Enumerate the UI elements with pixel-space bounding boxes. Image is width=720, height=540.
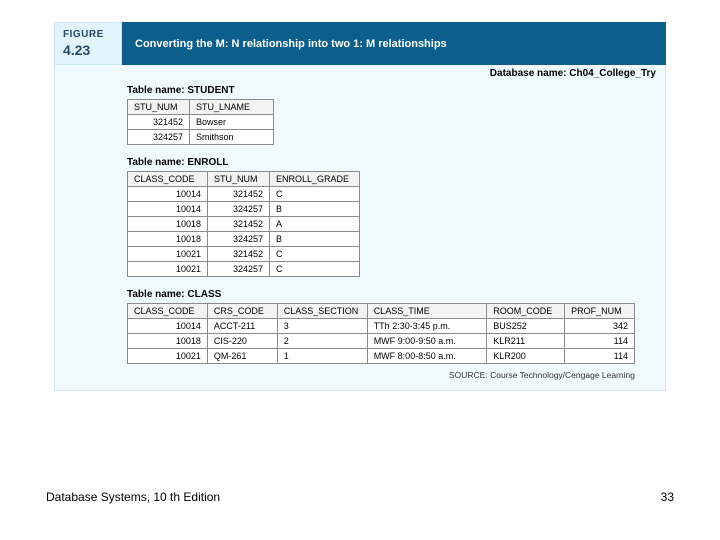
cell: C bbox=[270, 247, 360, 262]
figure-source: SOURCE: Course Technology/Cengage Learni… bbox=[127, 370, 635, 380]
class-col-3: CLASS_TIME bbox=[367, 304, 487, 319]
figure-title: Converting the M: N relationship into tw… bbox=[135, 38, 447, 50]
figure-header-left: FIGURE 4.23 bbox=[54, 22, 122, 65]
slide: FIGURE 4.23 Converting the M: N relation… bbox=[0, 0, 720, 540]
student-caption-name: STUDENT bbox=[187, 85, 234, 96]
cell: C bbox=[270, 262, 360, 277]
cell: MWF 8:00-8:50 a.m. bbox=[367, 349, 487, 364]
student-caption-prefix: Table name: bbox=[127, 85, 185, 96]
table-row: 10021 QM-261 1 MWF 8:00-8:50 a.m. KLR200… bbox=[128, 349, 635, 364]
cell: 324257 bbox=[208, 232, 270, 247]
cell: 324257 bbox=[208, 202, 270, 217]
cell: 324257 bbox=[208, 262, 270, 277]
class-table: CLASS_CODE CRS_CODE CLASS_SECTION CLASS_… bbox=[127, 303, 635, 364]
cell: Smithson bbox=[190, 130, 274, 145]
table-row: 10014 ACCT-211 3 TTh 2:30-3:45 p.m. BUS2… bbox=[128, 319, 635, 334]
enroll-table: CLASS_CODE STU_NUM ENROLL_GRADE 10014321… bbox=[127, 171, 360, 277]
cell: 321452 bbox=[208, 217, 270, 232]
student-col-1: STU_LNAME bbox=[190, 100, 274, 115]
cell: TTh 2:30-3:45 p.m. bbox=[367, 319, 487, 334]
class-caption-name: CLASS bbox=[187, 289, 221, 300]
cell: 114 bbox=[565, 334, 635, 349]
cell: 2 bbox=[277, 334, 367, 349]
cell: B bbox=[270, 202, 360, 217]
cell: KLR200 bbox=[487, 349, 565, 364]
cell: QM-261 bbox=[207, 349, 277, 364]
table-row: 10014321452C bbox=[128, 187, 360, 202]
db-label-prefix: Database name: bbox=[490, 68, 567, 79]
cell: 10021 bbox=[128, 247, 208, 262]
figure-number: 4.23 bbox=[63, 42, 113, 58]
figure-label-word: FIGURE bbox=[63, 29, 113, 40]
cell: Bowser bbox=[190, 115, 274, 130]
class-col-5: PROF_NUM bbox=[565, 304, 635, 319]
enroll-col-1: STU_NUM bbox=[208, 172, 270, 187]
table-row: 10018 CIS-220 2 MWF 9:00-9:50 a.m. KLR21… bbox=[128, 334, 635, 349]
cell: C bbox=[270, 187, 360, 202]
slide-footer: Database Systems, 10 th Edition 33 bbox=[46, 490, 674, 504]
cell: BUS252 bbox=[487, 319, 565, 334]
cell: 10014 bbox=[128, 202, 208, 217]
table-row: 10018324257B bbox=[128, 232, 360, 247]
database-name-label: Database name: Ch04_College_Try bbox=[490, 68, 656, 79]
cell: 10014 bbox=[128, 319, 208, 334]
footer-left: Database Systems, 10 th Edition bbox=[46, 490, 220, 504]
cell: 10021 bbox=[128, 262, 208, 277]
cell: KLR211 bbox=[487, 334, 565, 349]
figure-header: FIGURE 4.23 Converting the M: N relation… bbox=[54, 22, 666, 65]
cell: 10018 bbox=[128, 232, 208, 247]
cell: 321452 bbox=[128, 115, 190, 130]
enroll-col-0: CLASS_CODE bbox=[128, 172, 208, 187]
class-col-0: CLASS_CODE bbox=[128, 304, 208, 319]
cell: B bbox=[270, 232, 360, 247]
cell: 10014 bbox=[128, 187, 208, 202]
student-table: STU_NUM STU_LNAME 321452 Bowser 324257 S… bbox=[127, 99, 274, 145]
cell: CIS-220 bbox=[207, 334, 277, 349]
enroll-caption-name: ENROLL bbox=[187, 157, 228, 168]
cell: 10018 bbox=[128, 334, 208, 349]
cell: 10018 bbox=[128, 217, 208, 232]
cell: 3 bbox=[277, 319, 367, 334]
class-col-1: CRS_CODE bbox=[207, 304, 277, 319]
cell: 321452 bbox=[208, 187, 270, 202]
cell: MWF 9:00-9:50 a.m. bbox=[367, 334, 487, 349]
table-row: 321452 Bowser bbox=[128, 115, 274, 130]
table-row: 10014324257B bbox=[128, 202, 360, 217]
student-caption: Table name: STUDENT bbox=[127, 85, 635, 96]
cell: 324257 bbox=[128, 130, 190, 145]
db-label-name: Ch04_College_Try bbox=[569, 68, 656, 79]
cell: A bbox=[270, 217, 360, 232]
table-row: 10021321452C bbox=[128, 247, 360, 262]
class-col-4: ROOM_CODE bbox=[487, 304, 565, 319]
enroll-col-2: ENROLL_GRADE bbox=[270, 172, 360, 187]
cell: ACCT-211 bbox=[207, 319, 277, 334]
enroll-caption: Table name: ENROLL bbox=[127, 157, 635, 168]
cell: 342 bbox=[565, 319, 635, 334]
class-col-2: CLASS_SECTION bbox=[277, 304, 367, 319]
class-caption-prefix: Table name: bbox=[127, 289, 185, 300]
figure-title-bar: Converting the M: N relationship into tw… bbox=[122, 22, 666, 65]
student-col-0: STU_NUM bbox=[128, 100, 190, 115]
enroll-caption-prefix: Table name: bbox=[127, 157, 185, 168]
figure-body: Table name: STUDENT STU_NUM STU_LNAME 32… bbox=[54, 65, 666, 391]
cell: 321452 bbox=[208, 247, 270, 262]
table-row: 10021324257C bbox=[128, 262, 360, 277]
table-row: 10018321452A bbox=[128, 217, 360, 232]
cell: 1 bbox=[277, 349, 367, 364]
table-row: 324257 Smithson bbox=[128, 130, 274, 145]
footer-page-number: 33 bbox=[661, 490, 674, 504]
class-caption: Table name: CLASS bbox=[127, 289, 635, 300]
cell: 114 bbox=[565, 349, 635, 364]
cell: 10021 bbox=[128, 349, 208, 364]
